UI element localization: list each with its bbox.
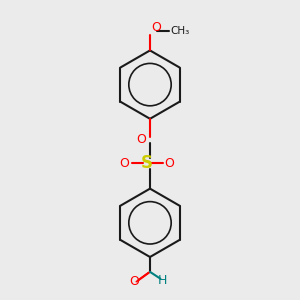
Text: O: O — [151, 21, 161, 34]
Text: O: O — [137, 133, 147, 146]
Text: S: S — [141, 154, 153, 172]
Text: O: O — [119, 157, 129, 169]
Text: O: O — [164, 157, 174, 169]
Text: H: H — [158, 274, 167, 287]
Text: O: O — [129, 275, 139, 288]
Text: CH₃: CH₃ — [170, 26, 190, 36]
